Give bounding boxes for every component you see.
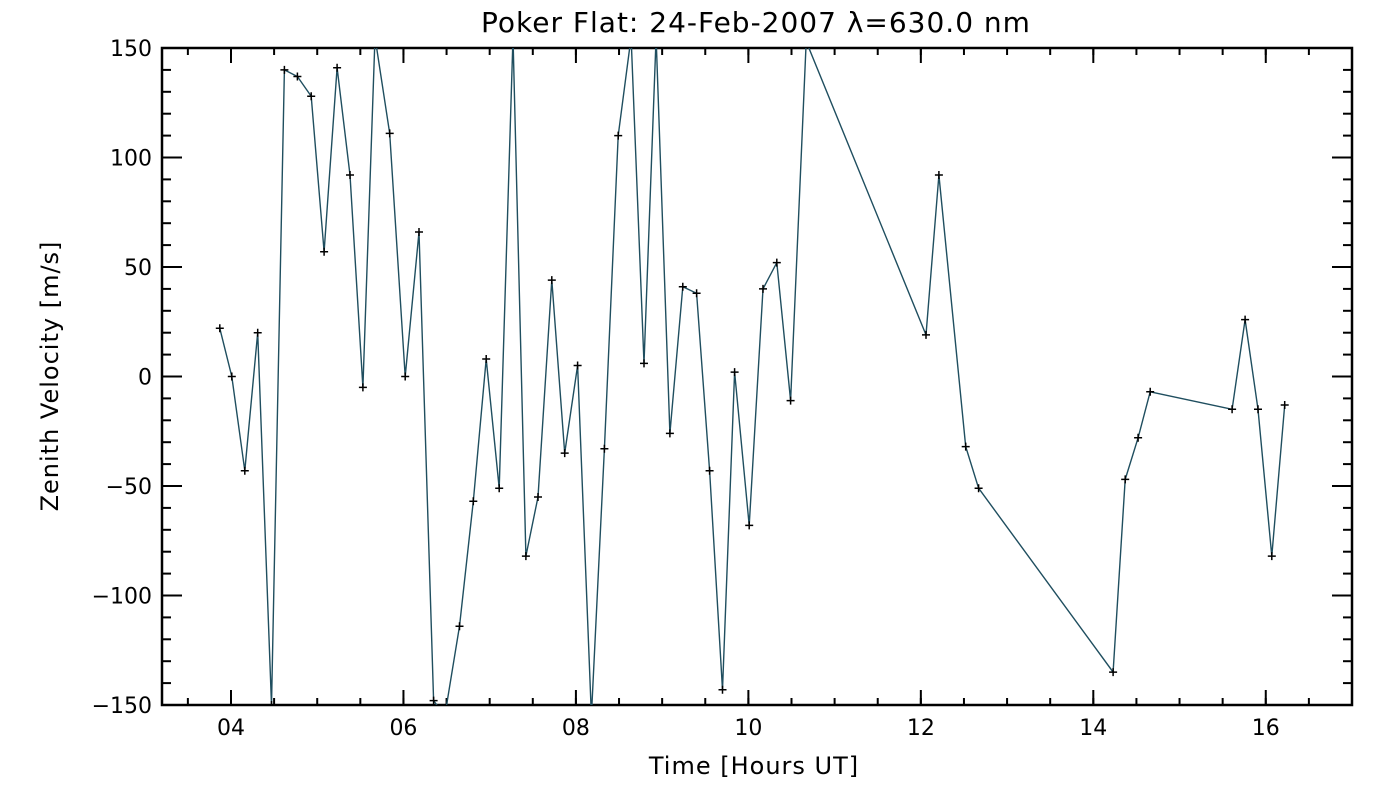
x-tick-label: 16 — [1252, 716, 1280, 741]
data-point-marker — [922, 330, 930, 339]
data-point-marker — [401, 372, 410, 381]
data-point-marker — [240, 466, 249, 475]
data-point-marker — [215, 324, 224, 333]
data-point-marker — [1241, 315, 1250, 324]
data-point-marker — [534, 493, 542, 501]
data-point-marker — [1121, 475, 1130, 484]
data-point-marker — [961, 442, 970, 451]
data-point-marker — [665, 429, 674, 438]
x-tick-label: 08 — [562, 716, 590, 741]
x-axis-label: Time [Hours UT] — [648, 752, 859, 780]
plot-border — [160, 46, 1354, 707]
data-point-marker — [521, 552, 530, 561]
data-point-marker — [293, 72, 302, 81]
y-tick-label: 100 — [110, 147, 152, 172]
x-tick-label: 10 — [734, 716, 762, 741]
data-point-marker — [227, 372, 236, 381]
y-tick-label: −100 — [92, 585, 152, 610]
plot-frame — [160, 46, 1354, 707]
series-line — [219, 48, 1286, 705]
x-tick-label: 14 — [1079, 716, 1107, 741]
data-point-marker — [441, 712, 449, 720]
data-point-marker — [692, 289, 701, 298]
data-point-marker — [718, 685, 727, 694]
x-tick-label: 06 — [389, 716, 417, 741]
data-point-marker — [745, 521, 754, 530]
y-tick-label: 150 — [110, 37, 152, 62]
data-point-marker — [1280, 401, 1289, 409]
data-point-marker — [469, 497, 478, 506]
data-point-marker — [253, 328, 262, 337]
data-point-marker — [1228, 405, 1237, 414]
y-tick-label: 50 — [124, 256, 152, 281]
x-tick-label: 12 — [907, 716, 935, 741]
data-point-marker — [786, 396, 795, 405]
data-point-marker — [495, 484, 504, 493]
data-point-marker — [705, 466, 714, 475]
y-tick-label: 0 — [138, 366, 152, 391]
data-point-marker — [346, 171, 354, 179]
x-tick-label: 04 — [217, 716, 245, 741]
data-point-marker — [371, 33, 379, 41]
data-point-marker — [482, 355, 491, 363]
data-point-marker — [600, 444, 609, 453]
data-series — [215, 33, 1289, 720]
data-point-marker — [934, 171, 943, 179]
data-point-marker — [614, 131, 623, 140]
data-point-marker — [358, 383, 367, 392]
minor-ticks — [162, 48, 1352, 705]
data-point-marker — [1134, 433, 1143, 442]
data-point-marker — [560, 449, 569, 458]
data-point-marker — [1267, 552, 1276, 561]
data-point-marker — [385, 129, 394, 138]
data-point-marker — [730, 368, 739, 377]
data-point-marker — [280, 65, 289, 74]
data-point-marker — [429, 696, 438, 705]
data-point-marker — [1146, 387, 1155, 396]
data-point-marker — [1109, 668, 1118, 677]
data-point-marker — [678, 282, 687, 291]
data-point-marker — [1254, 405, 1262, 414]
data-point-marker — [974, 484, 983, 493]
data-point-marker — [772, 258, 781, 267]
data-point-marker — [547, 276, 556, 285]
data-point-marker — [415, 228, 423, 236]
y-tick-label: −50 — [106, 475, 152, 500]
chart-title: Poker Flat: 24-Feb-2007 λ=630.0 nm — [481, 6, 1031, 39]
tick-labels: 04 06 08 10 12 14 16 −150 −100 −50 0 50 100 150 — [92, 37, 1280, 741]
data-point-marker — [759, 284, 767, 293]
y-tick-label: −150 — [92, 694, 152, 719]
data-point-marker — [455, 622, 464, 631]
data-point-marker — [267, 701, 276, 705]
data-point-marker — [307, 92, 316, 101]
major-ticks — [162, 47, 1352, 706]
data-point-marker — [320, 247, 329, 256]
data-point-marker — [640, 359, 648, 368]
data-point-marker — [573, 361, 582, 370]
data-point-marker — [333, 63, 342, 72]
y-axis-label: Zenith Velocity [m/s] — [36, 241, 64, 512]
data-markers — [215, 33, 1289, 720]
